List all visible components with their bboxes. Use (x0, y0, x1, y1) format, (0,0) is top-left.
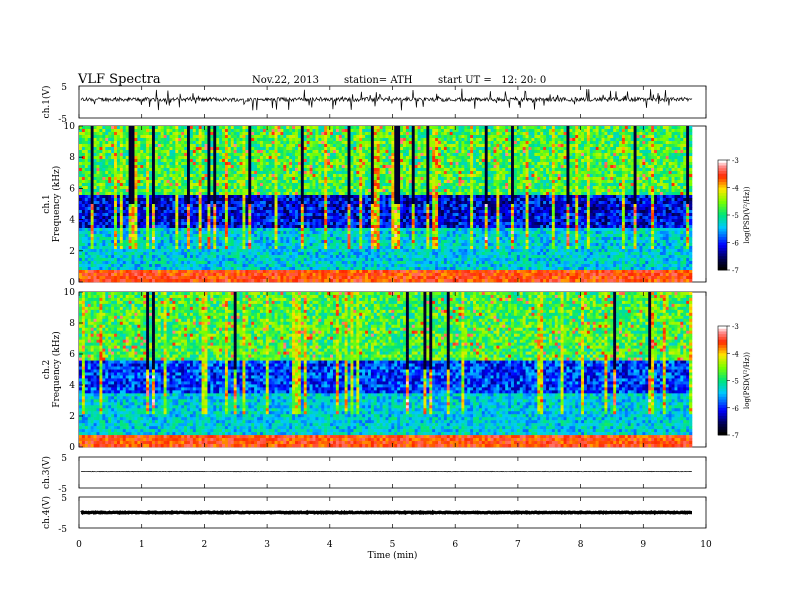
ytick-label: 10 (64, 288, 76, 298)
colorbar-tick-label: -4 (732, 350, 739, 358)
xtick-label: 5 (390, 540, 396, 550)
xtick-label: 0 (76, 540, 82, 550)
start-time-label: start UT = 12: 20: 0 (438, 75, 546, 86)
x-axis-label: Time (min) (368, 550, 418, 561)
xtick-label: 10 (700, 540, 712, 550)
xtick-label: 7 (515, 540, 521, 550)
y-axis-label: ch.1(V) (41, 86, 52, 119)
y-axis-label-channel: ch.2 (42, 360, 52, 379)
colorbar (718, 326, 727, 436)
y-axis-label-frequency: Frequency (kHz) (51, 166, 62, 243)
colorbar-tick-label: -5 (732, 378, 739, 386)
ytick-label: 4 (69, 381, 75, 391)
xtick-label: 1 (139, 540, 145, 550)
ytick-label: 6 (69, 350, 75, 360)
xtick-label: 4 (327, 540, 333, 550)
colorbar-tick-label: -3 (732, 157, 739, 165)
xtick-label: 3 (264, 540, 270, 550)
ytick-label: -5 (58, 525, 67, 535)
ytick-label: 8 (69, 153, 75, 163)
ytick-label: 5 (61, 454, 67, 464)
station-label: station= ATH (344, 75, 412, 86)
colorbar-tick-label: -4 (732, 185, 739, 193)
panel-frame-4 (78, 456, 707, 489)
colorbar-label: log(PSD(V²/Hz)) (743, 352, 751, 409)
waveform-line-ch1 (80, 88, 693, 111)
ytick-label: 6 (69, 184, 75, 194)
waveform-line-ch4 (80, 509, 692, 516)
y-axis-label: ch.4(V) (41, 496, 52, 529)
ytick-label: -5 (58, 115, 67, 125)
ytick-label: 0 (69, 278, 75, 288)
date-label: Nov.22, 2013 (252, 75, 319, 86)
xtick-label: 9 (640, 540, 646, 550)
spectrogram-image-2 (79, 292, 693, 448)
ytick-label: 0 (69, 443, 75, 453)
xtick-label: 6 (452, 540, 458, 550)
y-axis-label: ch.3(V) (41, 456, 52, 489)
ytick-label: 10 (64, 122, 76, 132)
ytick-label: 2 (69, 247, 75, 257)
ytick-label: 2 (69, 412, 75, 422)
colorbar-tick-label: -6 (732, 240, 739, 248)
y-axis-label-frequency: Frequency (kHz) (51, 331, 62, 408)
spectrogram-image-1 (79, 126, 693, 283)
colorbar-label: log(PSD(V²/Hz)) (743, 186, 751, 243)
y-axis-label-channel: ch.1 (42, 194, 52, 213)
waveform-line-ch3 (80, 470, 692, 473)
colorbar-tick-label: -7 (732, 432, 739, 440)
xtick-label: 8 (578, 540, 584, 550)
ytick-label: 8 (69, 319, 75, 329)
colorbar-tick-label: -7 (732, 267, 739, 275)
colorbar-tick-label: -6 (732, 405, 739, 413)
colorbar-tick-label: -3 (732, 323, 739, 331)
chart-title: VLF Spectra (78, 72, 161, 87)
ytick-label: -5 (58, 485, 67, 495)
ytick-label: 5 (61, 83, 67, 93)
ytick-label: 5 (61, 494, 67, 504)
colorbar-tick-label: -5 (732, 212, 739, 220)
ytick-label: 4 (69, 216, 75, 226)
xtick-label: 2 (202, 540, 208, 550)
colorbar (718, 160, 727, 271)
